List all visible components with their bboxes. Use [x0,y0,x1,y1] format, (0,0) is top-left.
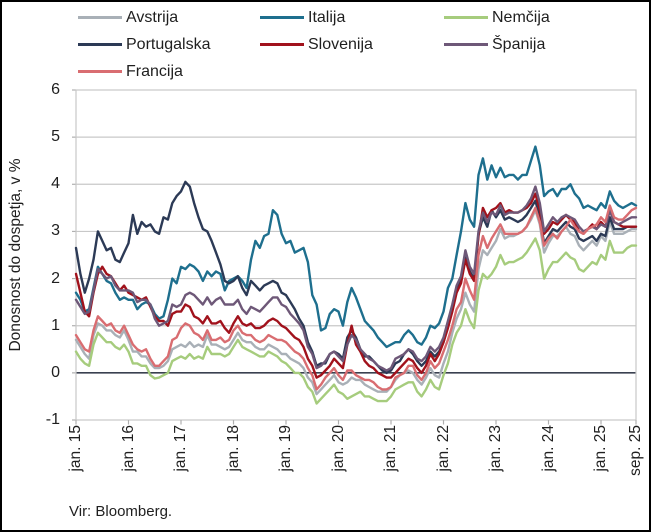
y-tick-label-6: 6 [51,81,60,98]
y-tick-label-4: 4 [51,175,60,193]
x-tick-label-jan-16: jan. 16 [119,425,137,472]
legend-marker-slovenija [260,42,304,47]
chart-legend: Avstrija Italija Nemčija Portugalska Sloveni… [78,4,644,85]
y-tick-label-0: 0 [51,363,60,381]
x-tick-label-jan-24: jan. 24 [539,425,557,472]
legend-item-avstrija: Avstrija [78,4,260,31]
source-label: Vir: Bloomberg. [69,503,173,520]
series-line-slovenija [74,192,638,379]
y-tick-label-3: 3 [51,222,60,240]
legend-item-slovenija: Slovenija [260,31,444,58]
legend-marker-italija [260,15,304,20]
y-tick-label-2: 2 [51,269,60,287]
legend-label-nemcija: Nemčija [492,9,550,26]
y-tick-label-1: 1 [51,316,60,334]
legend-marker-nemcija [444,15,488,20]
series-line-francija [74,204,638,391]
x-tick-label-jan-23: jan. 23 [487,425,504,472]
x-tick-label-jan-20: jan. 20 [329,425,347,472]
series-line-italija [74,145,638,349]
legend-item-nemcija: Nemčija [444,4,644,31]
x-tick-label-sep-25: sep. 25 [627,425,644,476]
y-axis-title: Donosnost do dospetja, v % [7,158,24,352]
x-tick-label-jan-25: jan. 25 [592,425,609,472]
legend-marker-francija [78,69,122,74]
x-tick-label-jan-18: jan. 18 [224,425,242,472]
x-tick-label-jan-22: jan. 22 [434,425,452,472]
x-tick-label-jan-17: jan. 17 [172,425,189,472]
legend-item-francija: Francija [78,58,260,85]
legend-label-slovenija: Slovenija [308,36,373,53]
plot-area-border [75,89,637,421]
legend-item-italija: Italija [260,4,444,31]
x-tick-label-jan-19: jan. 19 [277,425,294,472]
legend-item-portugalska: Portugalska [78,31,260,58]
y-tick-label-5: 5 [51,128,60,146]
series-line-spanija [74,185,638,372]
legend-item-spanija: Španija [444,31,644,58]
legend-label-portugalska: Portugalska [126,36,211,53]
series-line-nemcija [74,237,638,405]
legend-marker-spanija [444,42,488,47]
y-tick-label--1: -1 [45,411,60,428]
legend-label-francija: Francija [126,63,183,80]
legend-label-spanija: Španija [492,36,546,53]
legend-marker-portugalska [78,42,122,47]
legend-marker-avstrija [78,15,122,20]
x-tick-label-jan-15: jan. 15 [67,425,84,472]
legend-label-avstrija: Avstrija [126,9,179,26]
x-tick-label-jan-21: jan. 21 [382,425,399,472]
legend-label-italija: Italija [308,9,346,26]
